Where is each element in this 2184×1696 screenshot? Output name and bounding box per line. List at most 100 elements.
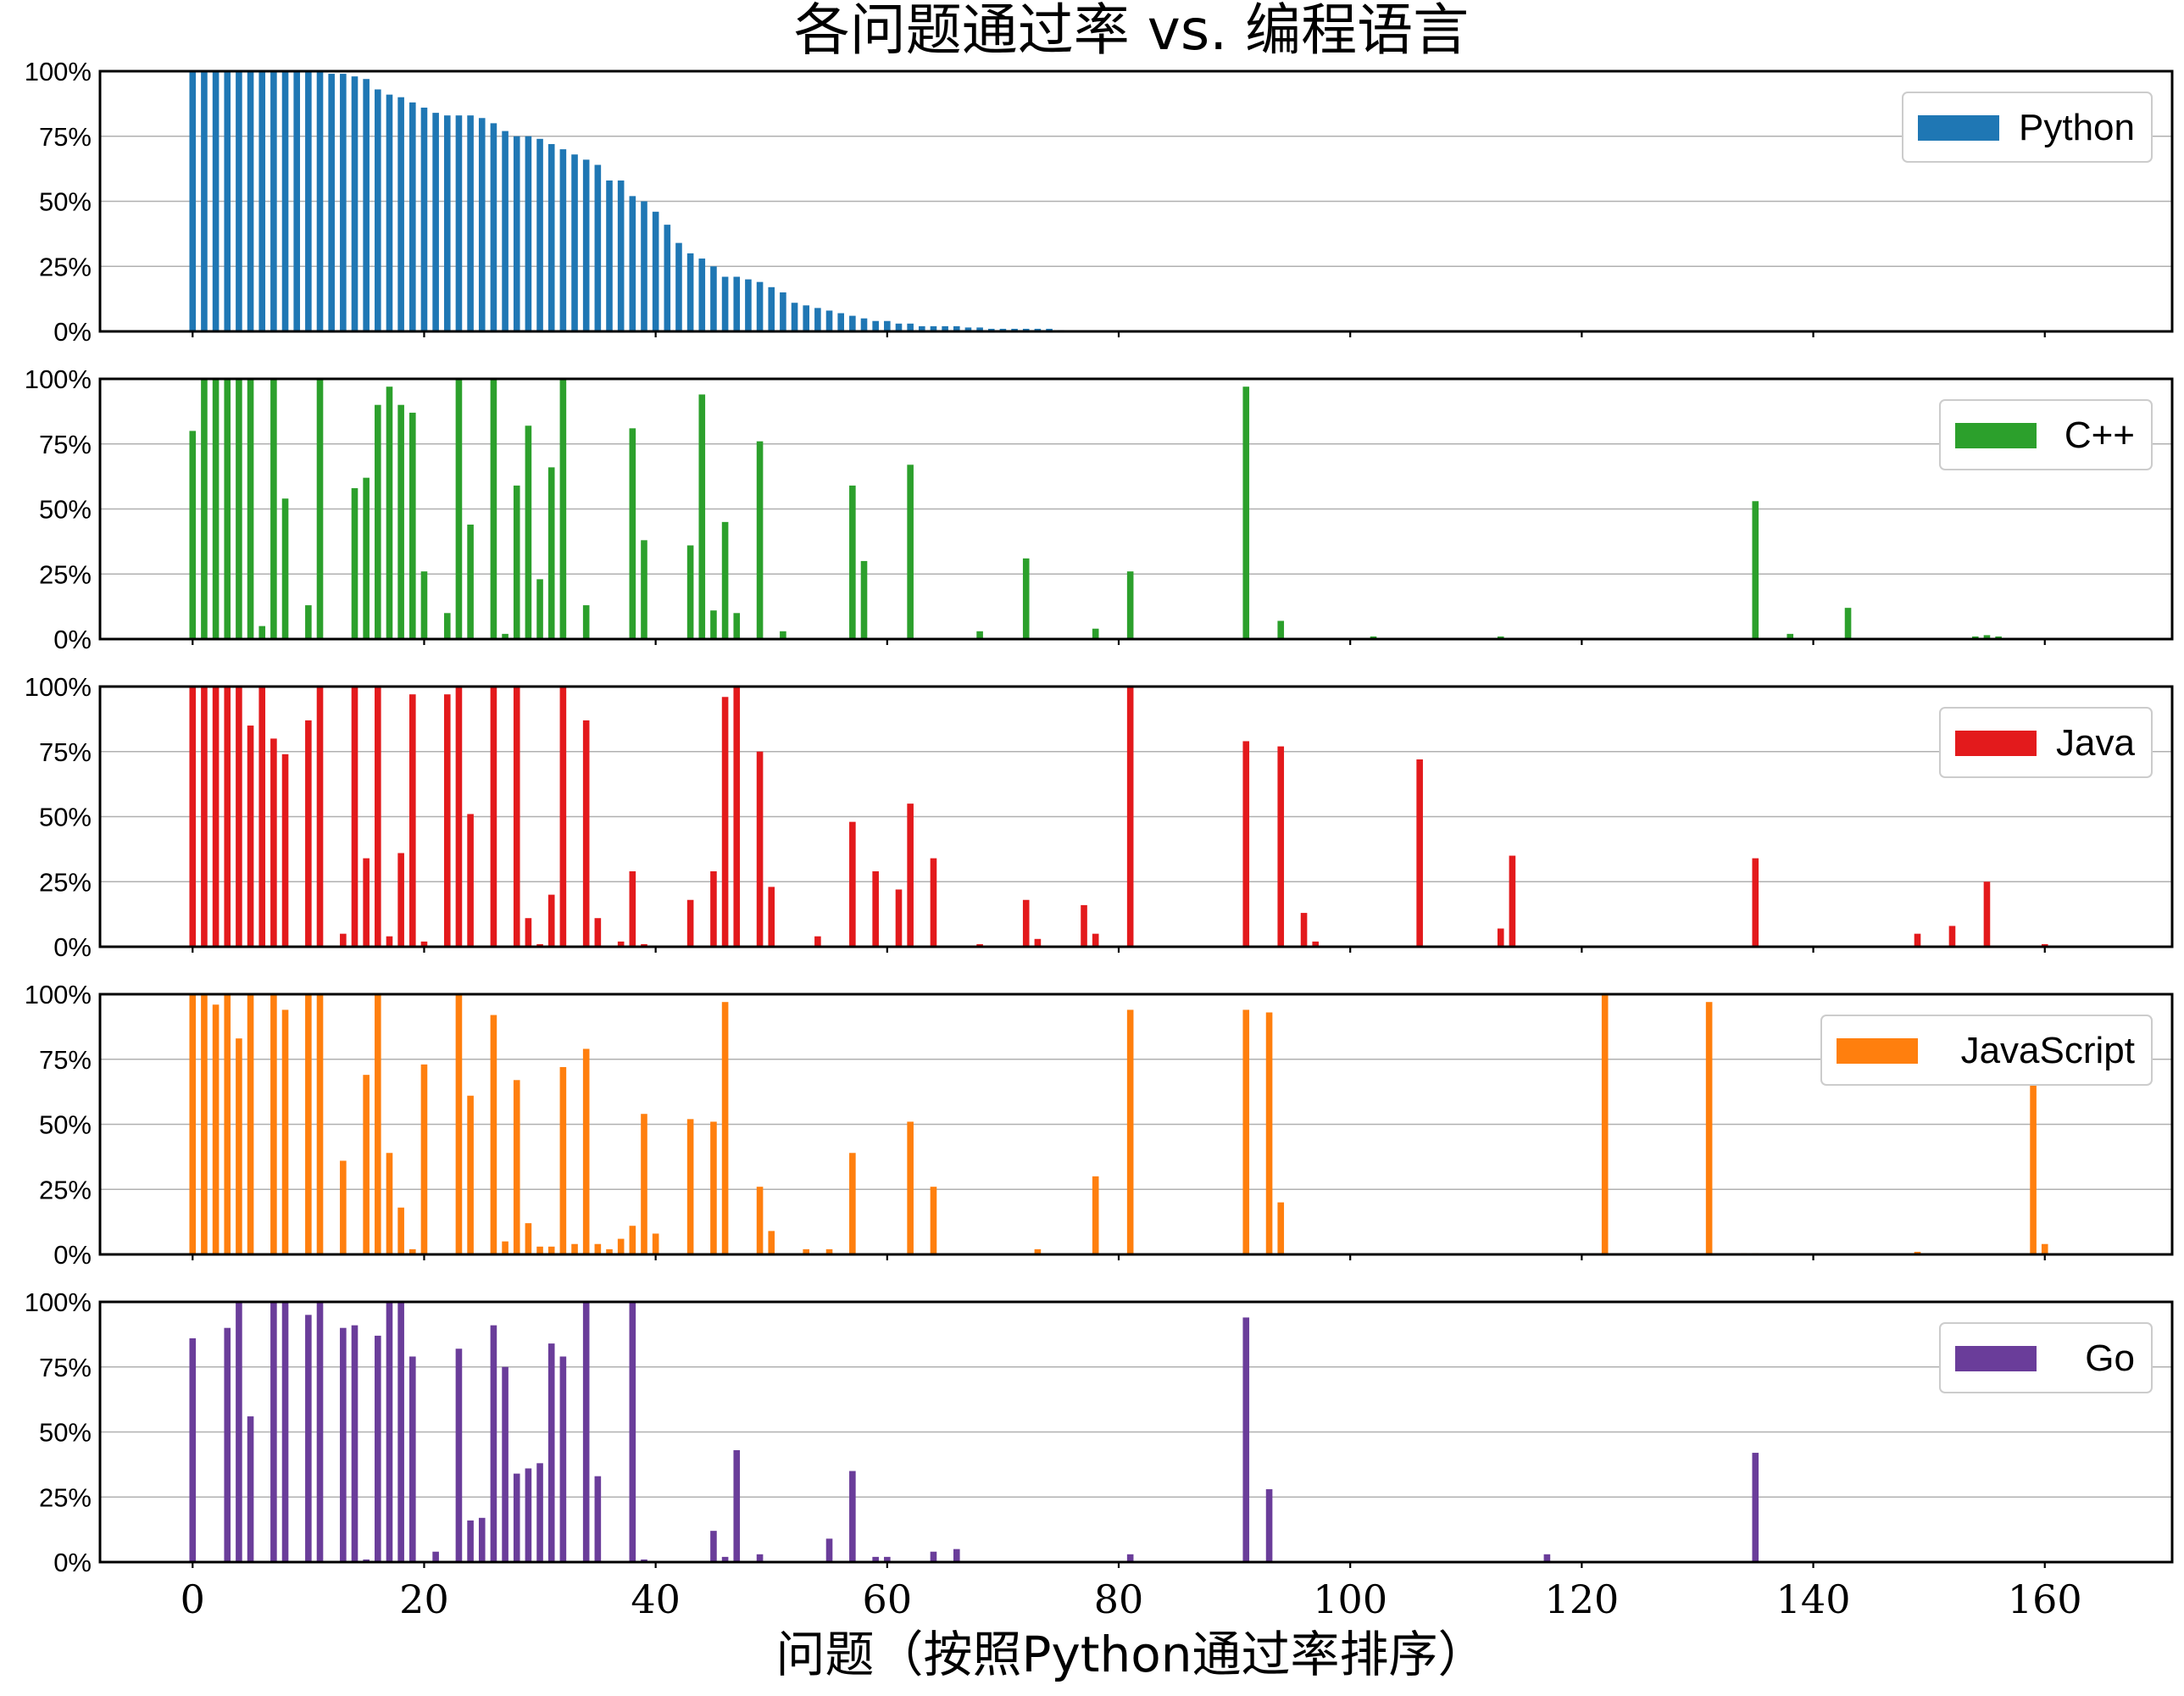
x-axis: 0 20 40 60 80 100 120 140 160 <box>181 1576 2082 1622</box>
bar-javascript <box>212 1004 220 1254</box>
bar-java <box>467 814 474 947</box>
y-tick-label: 0% <box>53 625 92 654</box>
bar-c <box>756 441 764 639</box>
bar-javascript <box>825 1248 833 1254</box>
bar-javascript <box>224 994 231 1254</box>
legend-swatch <box>1955 423 2037 448</box>
bar-c <box>490 379 497 639</box>
bar-c <box>1983 635 1991 639</box>
bar-go <box>872 1556 879 1562</box>
bar-c <box>1242 386 1250 639</box>
bar-go <box>189 1337 197 1562</box>
bar-java <box>212 687 220 947</box>
legend-label: Python <box>2019 107 2135 148</box>
bar-java <box>721 697 729 947</box>
bar-c <box>733 613 741 639</box>
bar-java <box>490 687 497 947</box>
bar-go <box>270 1302 277 1562</box>
bar-javascript <box>316 994 324 1254</box>
bar-python <box>443 115 451 331</box>
bar-python <box>987 328 995 331</box>
bar-java <box>236 687 242 947</box>
bar-go <box>247 1416 254 1562</box>
bar-python <box>652 211 659 331</box>
bar-java <box>547 894 555 947</box>
bar-python <box>559 149 567 331</box>
bar-go <box>1265 1489 1273 1562</box>
bar-c <box>686 545 694 639</box>
bar-c <box>455 379 463 639</box>
bar-java <box>270 738 277 947</box>
bar-go <box>502 1366 508 1562</box>
bar-java <box>408 694 416 947</box>
bar-java <box>594 918 602 947</box>
bar-go <box>594 1476 602 1562</box>
bar-java <box>907 804 914 947</box>
bar-javascript <box>571 1243 578 1254</box>
bar-python <box>1034 328 1042 331</box>
bar-c <box>1277 620 1285 639</box>
bar-python <box>919 325 925 331</box>
bar-python <box>408 102 416 331</box>
bar-javascript <box>629 1226 636 1254</box>
bar-c <box>849 485 856 639</box>
bar-python <box>837 313 844 331</box>
bar-c <box>547 467 555 639</box>
bar-java <box>1126 687 1134 947</box>
y-tick-label: 75% <box>39 430 92 459</box>
bar-c <box>559 379 567 639</box>
bar-c <box>513 485 520 639</box>
bar-java <box>559 687 567 947</box>
bar-python <box>502 131 508 331</box>
bar-c <box>780 631 786 639</box>
bar-python <box>641 201 647 331</box>
x-tick-label: 120 <box>1544 1576 1619 1622</box>
bar-go <box>1543 1554 1551 1562</box>
bar-c <box>502 633 508 639</box>
y-tick-label: 0% <box>53 1548 92 1577</box>
bar-python <box>791 303 798 331</box>
y-tick-label: 75% <box>39 737 92 767</box>
bar-python <box>293 71 301 331</box>
bar-java <box>525 918 532 947</box>
bar-c <box>305 605 312 639</box>
bar-python <box>1011 328 1018 331</box>
bar-c <box>316 379 324 639</box>
bar-c <box>1092 628 1099 639</box>
bar-python <box>860 318 868 331</box>
bar-java <box>1914 933 1921 947</box>
bar-go <box>733 1449 741 1562</box>
bar-javascript <box>467 1095 474 1254</box>
bar-javascript <box>1705 1002 1713 1254</box>
bar-java <box>895 889 903 947</box>
bar-c <box>247 379 254 639</box>
chart-title: 各问题通过率 vs. 编程语言 <box>794 0 1469 63</box>
bar-javascript <box>1092 1176 1099 1254</box>
bar-python <box>756 281 764 331</box>
bar-java <box>849 821 856 947</box>
bar-python <box>305 71 312 331</box>
bar-go <box>1242 1317 1250 1562</box>
bar-python <box>907 323 914 331</box>
bar-c <box>629 428 636 639</box>
bar-java <box>872 870 879 947</box>
bar-python <box>467 115 474 331</box>
bar-c <box>351 487 358 639</box>
panel-javascript: 0% 25% 50% 75% 100% JavaScript <box>25 980 2174 1270</box>
bar-python <box>606 180 613 331</box>
y-tick-label: 0% <box>53 1240 92 1270</box>
panel-frame <box>98 1300 2174 1564</box>
bar-c <box>408 412 416 639</box>
bar-javascript <box>236 1038 242 1254</box>
bar-go <box>953 1549 960 1562</box>
bar-java <box>930 858 937 947</box>
bar-c <box>443 613 451 639</box>
bar-java <box>363 858 370 947</box>
bar-python <box>594 164 602 331</box>
bar-go <box>1126 1554 1134 1562</box>
bar-python <box>363 79 370 332</box>
panel-frame <box>98 993 2174 1256</box>
bar-c <box>270 379 277 639</box>
bar-c <box>1497 636 1504 639</box>
bar-javascript <box>340 1160 347 1254</box>
